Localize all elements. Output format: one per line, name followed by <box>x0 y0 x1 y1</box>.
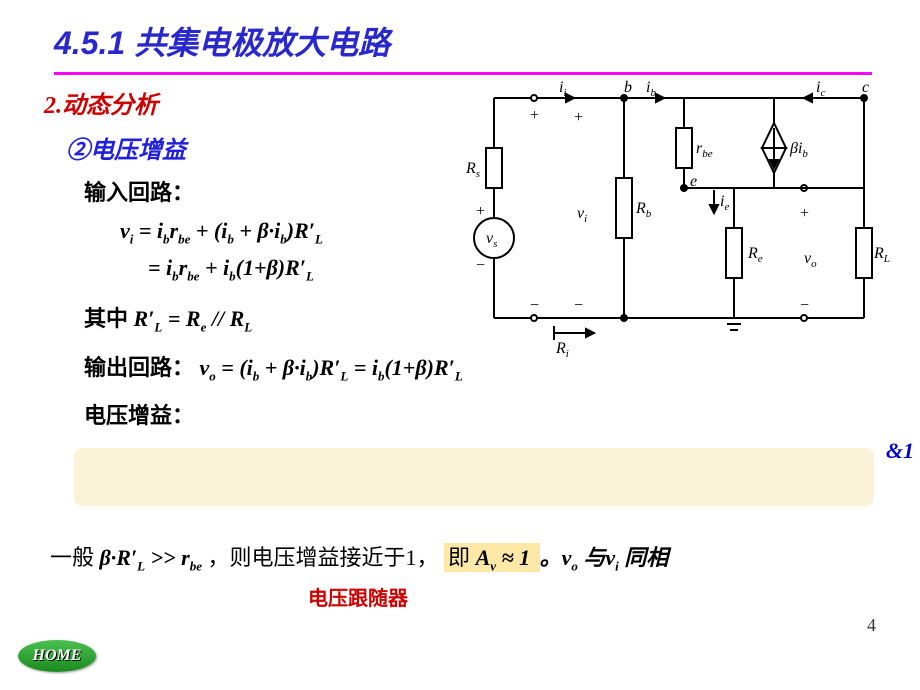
gain-label: 电压增益： <box>84 398 920 430</box>
bottom-prefix: 一般 <box>50 545 100 570</box>
svg-text:ie: ie <box>720 193 729 213</box>
gain-highlight-box <box>74 448 874 506</box>
svg-text:−: − <box>800 297 809 314</box>
svg-text:−: − <box>530 297 539 314</box>
svg-text:βib: βib <box>789 140 808 160</box>
svg-text:Rs: Rs <box>465 160 480 180</box>
bottom-ji: 即 Av ≈ 1 <box>444 543 540 572</box>
eq-where: R′L = Re // RL <box>134 306 253 331</box>
svg-text:vi: vi <box>577 205 587 225</box>
svg-text:+: + <box>574 109 583 126</box>
bottom-condition: β·R′L >> rbe <box>100 545 203 570</box>
where-label: 其中 <box>84 306 134 331</box>
bottom-suffix: 。vo 与vi 同相 <box>540 545 669 570</box>
svg-text:−: − <box>476 257 485 274</box>
circuit-diagram: ii b ib ic c Rs vs vi Rb rbe e ie βib Re… <box>464 78 894 358</box>
home-button[interactable]: HOME <box>18 640 96 672</box>
svg-text:Rb: Rb <box>635 200 652 220</box>
svg-text:Re: Re <box>747 245 763 265</box>
page-number: 4 <box>867 615 876 636</box>
voltage-follower-label: 电压跟随器 <box>308 582 408 611</box>
bottom-mid: ，则电压增益接近于1， <box>208 545 439 570</box>
svg-text:+: + <box>800 205 809 222</box>
svg-text:e: e <box>690 173 697 190</box>
svg-text:ii: ii <box>559 79 567 99</box>
slide-title: 4.5.1 共集电极放大电路 <box>0 0 920 72</box>
svg-text:b: b <box>624 79 632 96</box>
svg-text:Ri: Ri <box>555 340 569 358</box>
svg-text:−: − <box>574 297 583 314</box>
svg-text:c: c <box>862 79 869 96</box>
svg-text:ib: ib <box>646 79 656 99</box>
svg-text:rbe: rbe <box>696 140 713 160</box>
svg-text:vo: vo <box>804 250 817 270</box>
eq-vo: vo = (ib + β·ib)R′L = ib(1+β)R′L <box>200 355 463 380</box>
bottom-approx: Av ≈ 1 <box>476 545 536 570</box>
output-loop-label: 输出回路： <box>84 355 194 380</box>
conclusion-line: 一般 β·R′L >> rbe ，则电压增益接近于1， 即 Av ≈ 1 。vo… <box>50 540 668 574</box>
svg-text:+: + <box>530 107 539 124</box>
amp-note: &1 <box>886 438 914 464</box>
svg-text:+: + <box>476 203 485 220</box>
title-underline <box>54 72 872 75</box>
svg-text:RL: RL <box>873 245 890 265</box>
svg-text:ic: ic <box>816 79 825 99</box>
